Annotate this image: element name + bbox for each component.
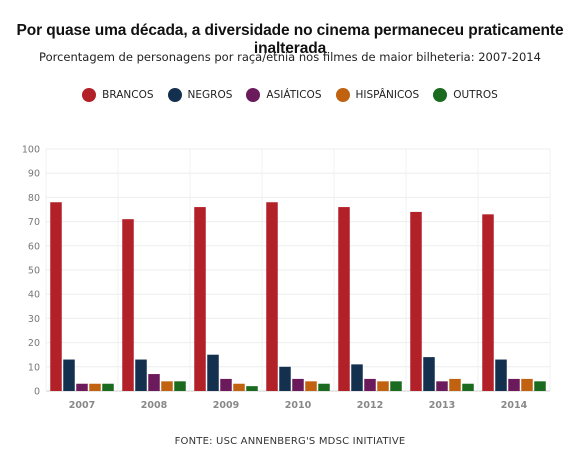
bar-negros-2014[interactable] — [495, 359, 507, 391]
bar-outros-2014[interactable] — [534, 381, 546, 391]
x-tick-label: 2009 — [213, 400, 239, 411]
bar-outros-2012[interactable] — [390, 381, 402, 391]
x-tick-label: 2012 — [357, 400, 383, 411]
bar-hispânicos-2012[interactable] — [377, 381, 389, 391]
x-tick-label: 2013 — [429, 400, 455, 411]
bar-negros-2008[interactable] — [135, 359, 147, 391]
bar-outros-2010[interactable] — [318, 383, 330, 391]
bar-asiáticos-2012[interactable] — [364, 378, 376, 391]
legend-item-brancos[interactable]: BRANCOS — [82, 88, 154, 102]
legend-swatch-asiaticos — [246, 88, 261, 102]
bar-negros-2013[interactable] — [423, 357, 435, 391]
bar-hispânicos-2010[interactable] — [305, 381, 317, 391]
y-tick-label: 100 — [22, 145, 40, 156]
bar-outros-2013[interactable] — [462, 383, 474, 391]
bar-asiáticos-2014[interactable] — [508, 378, 520, 391]
chart-bars — [50, 202, 546, 391]
bar-asiáticos-2010[interactable] — [292, 378, 304, 391]
bar-brancos-2008[interactable] — [122, 219, 134, 391]
y-tick-label: 30 — [28, 314, 40, 325]
legend-item-negros[interactable]: NEGROS — [167, 88, 233, 102]
y-tick-label: 70 — [28, 217, 40, 228]
y-axis: 0 10 20 30 40 50 60 70 80 90 100 — [22, 145, 40, 398]
bar-asiáticos-2008[interactable] — [148, 374, 160, 391]
bar-brancos-2012[interactable] — [338, 207, 350, 391]
bar-asiáticos-2009[interactable] — [220, 378, 232, 391]
legend-swatch-outros — [433, 88, 448, 102]
y-tick-label: 40 — [28, 290, 40, 301]
y-tick-label: 90 — [28, 169, 40, 180]
legend-label-outros: OUTROS — [453, 89, 498, 101]
bar-asiáticos-2007[interactable] — [76, 383, 88, 391]
bar-brancos-2009[interactable] — [194, 207, 206, 391]
legend-swatch-negros — [167, 88, 182, 102]
bar-brancos-2013[interactable] — [410, 211, 422, 391]
bar-brancos-2007[interactable] — [50, 202, 62, 391]
x-tick-label: 2010 — [285, 400, 312, 411]
y-tick-label: 80 — [28, 193, 40, 204]
bar-outros-2007[interactable] — [102, 383, 114, 391]
bar-negros-2007[interactable] — [63, 359, 75, 391]
legend-item-asiaticos[interactable]: ASIÁTICOS — [246, 88, 322, 102]
bar-hispânicos-2013[interactable] — [449, 378, 461, 391]
chart-title: Por quase uma década, a diversidade no c… — [16, 22, 564, 57]
bar-hispânicos-2007[interactable] — [89, 383, 101, 391]
y-tick-label: 20 — [28, 338, 40, 349]
bar-hispânicos-2009[interactable] — [233, 383, 245, 391]
x-axis: 2007 2008 2009 2010 2012 2013 2014 — [69, 400, 528, 411]
bar-hispânicos-2008[interactable] — [161, 381, 173, 391]
y-tick-label: 0 — [34, 387, 40, 398]
legend-label-negros: NEGROS — [187, 89, 233, 101]
legend-item-hispanicos[interactable]: HISPÂNICOS — [335, 88, 420, 102]
legend-label-hispanicos: HISPÂNICOS — [355, 89, 420, 101]
x-tick-label: 2008 — [141, 400, 168, 411]
bar-brancos-2010[interactable] — [266, 202, 278, 391]
y-tick-label: 60 — [28, 241, 40, 252]
bar-brancos-2014[interactable] — [482, 214, 494, 391]
legend-swatch-hispanicos — [335, 88, 350, 102]
x-tick-label: 2014 — [501, 400, 528, 411]
chart-grid — [45, 148, 551, 392]
bar-negros-2009[interactable] — [207, 354, 219, 391]
chart-legend: BRANCOS NEGROS ASIÁTICOS HISPÂNICOS OUTR… — [0, 88, 580, 102]
chart-subtitle: Porcentagem de personagens por raça/etni… — [39, 50, 541, 64]
bar-negros-2010[interactable] — [279, 366, 291, 391]
legend-item-outros[interactable]: OUTROS — [433, 88, 498, 102]
bar-asiáticos-2013[interactable] — [436, 381, 448, 391]
bar-outros-2008[interactable] — [174, 381, 186, 391]
legend-label-brancos: BRANCOS — [102, 89, 154, 101]
x-tick-label: 2007 — [69, 400, 95, 411]
bar-hispânicos-2014[interactable] — [521, 378, 533, 391]
legend-swatch-brancos — [82, 88, 97, 102]
legend-label-asiaticos: ASIÁTICOS — [266, 89, 322, 101]
chart-source: FONTE: USC ANNENBERG'S MDSC INITIATIVE — [174, 436, 406, 447]
bar-negros-2012[interactable] — [351, 364, 363, 391]
y-tick-label: 50 — [28, 266, 40, 277]
y-tick-label: 10 — [28, 362, 40, 373]
bar-outros-2009[interactable] — [246, 386, 258, 391]
